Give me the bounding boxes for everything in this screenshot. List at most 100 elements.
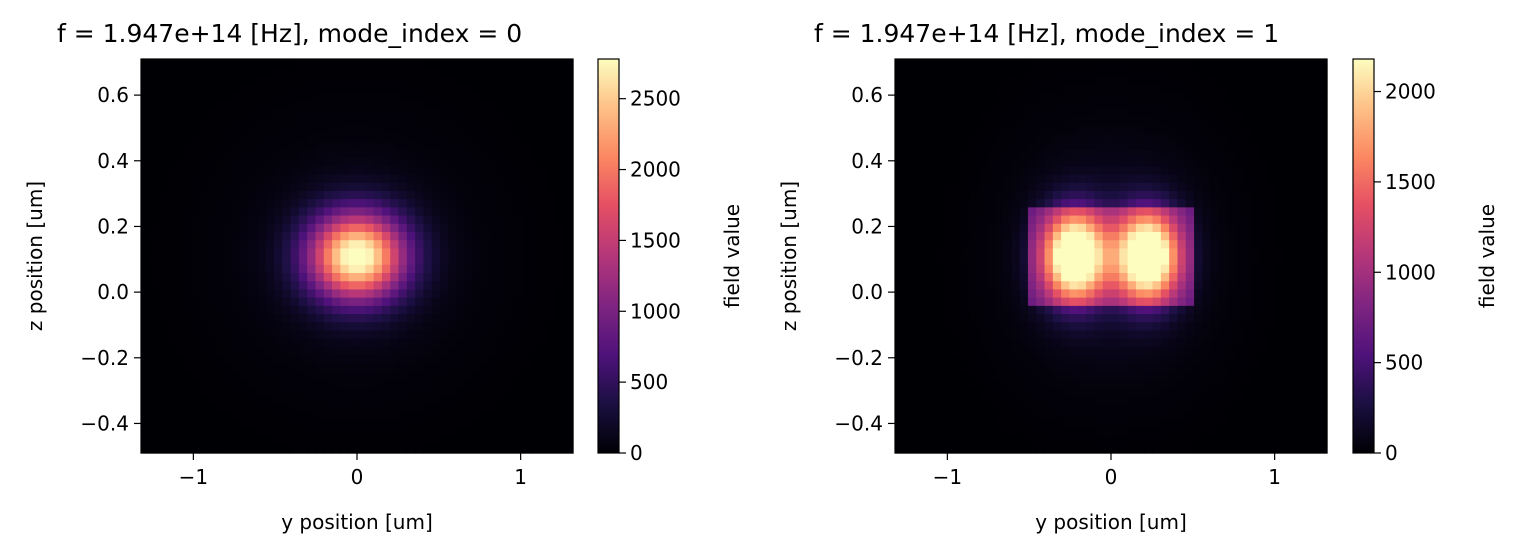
heatmap-cell bbox=[240, 190, 250, 200]
heatmap-cell bbox=[548, 346, 557, 356]
heatmap-cell bbox=[381, 206, 391, 216]
heatmap-cell bbox=[298, 297, 308, 306]
heatmap-cell bbox=[199, 223, 209, 232]
heatmap-cell bbox=[290, 141, 300, 150]
heatmap-cell bbox=[986, 313, 996, 323]
heatmap-cell bbox=[548, 165, 557, 175]
heatmap-cell bbox=[1127, 206, 1137, 216]
heatmap-cell bbox=[919, 288, 929, 298]
heatmap-cell bbox=[953, 75, 963, 85]
heatmap-cell bbox=[895, 411, 904, 421]
heatmap-cell bbox=[531, 116, 541, 126]
heatmap-cell bbox=[911, 256, 921, 265]
heatmap-cell bbox=[315, 116, 325, 126]
heatmap-cell bbox=[1202, 256, 1212, 265]
heatmap-cell bbox=[539, 239, 549, 249]
heatmap-cell bbox=[481, 272, 491, 282]
heatmap-cell bbox=[1194, 420, 1203, 429]
heatmap-cell bbox=[257, 354, 267, 364]
heatmap-cell bbox=[531, 313, 541, 323]
heatmap-cell bbox=[1102, 411, 1112, 421]
heatmap-cell bbox=[307, 108, 317, 118]
heatmap-cell bbox=[232, 395, 242, 405]
heatmap-cell bbox=[1111, 247, 1120, 257]
heatmap-cell bbox=[365, 387, 375, 397]
heatmap-cell bbox=[215, 223, 225, 232]
heatmap-cell bbox=[1177, 297, 1187, 306]
heatmap-cell bbox=[1086, 395, 1095, 405]
heatmap-cell bbox=[473, 428, 483, 438]
heatmap-cell bbox=[1003, 305, 1012, 315]
heatmap-cell bbox=[1177, 370, 1187, 380]
heatmap-cell bbox=[1268, 223, 1278, 232]
heatmap-cell bbox=[190, 329, 200, 339]
heatmap-cell bbox=[232, 149, 242, 159]
heatmap-cell bbox=[986, 321, 996, 331]
heatmap-cell bbox=[207, 354, 217, 364]
heatmap-cell bbox=[199, 108, 209, 118]
heatmap-cell bbox=[1285, 280, 1295, 290]
heatmap-cell bbox=[903, 206, 913, 216]
heatmap-cell bbox=[1202, 247, 1212, 257]
heatmap-cell bbox=[1277, 173, 1287, 183]
heatmap-cell bbox=[1227, 247, 1237, 257]
heatmap-cell bbox=[1086, 280, 1095, 290]
heatmap-cell bbox=[398, 206, 408, 216]
heatmap-cell bbox=[1061, 313, 1071, 323]
heatmap-cell bbox=[149, 411, 159, 421]
heatmap-cell bbox=[415, 91, 425, 101]
heatmap-cell bbox=[936, 256, 946, 265]
heatmap-cell bbox=[348, 280, 358, 290]
heatmap-cell bbox=[1011, 362, 1021, 372]
heatmap-cell bbox=[1135, 198, 1145, 208]
heatmap-cell bbox=[539, 329, 549, 339]
heatmap-cell bbox=[315, 370, 325, 380]
heatmap-cell bbox=[936, 223, 946, 232]
heatmap-cell bbox=[498, 387, 508, 397]
heatmap-cell bbox=[1160, 206, 1170, 216]
heatmap-cell bbox=[465, 182, 474, 191]
heatmap-cell bbox=[1202, 305, 1212, 315]
heatmap-cell bbox=[232, 132, 242, 142]
heatmap-cell bbox=[1044, 379, 1054, 388]
heatmap-cell bbox=[249, 288, 258, 298]
heatmap-cell bbox=[961, 411, 971, 421]
heatmap-cell bbox=[514, 190, 524, 200]
heatmap-cell bbox=[1210, 223, 1220, 232]
heatmap-cell bbox=[1310, 321, 1320, 331]
heatmap-cell bbox=[440, 173, 449, 183]
heatmap-cell bbox=[174, 403, 184, 413]
heatmap-cell bbox=[539, 67, 549, 77]
heatmap-cell bbox=[473, 264, 483, 274]
heatmap-cell bbox=[1185, 428, 1195, 438]
heatmap-cell bbox=[290, 149, 300, 159]
heatmap-cell bbox=[539, 231, 549, 241]
heatmap-cell bbox=[1102, 313, 1112, 323]
heatmap-cell bbox=[523, 83, 533, 93]
heatmap-cell bbox=[481, 370, 491, 380]
heatmap-cell bbox=[1169, 436, 1179, 446]
heatmap-cell bbox=[1318, 420, 1328, 429]
heatmap-cell bbox=[1003, 206, 1012, 216]
heatmap-cell bbox=[986, 247, 996, 257]
heatmap-cell bbox=[1277, 280, 1287, 290]
heatmap-cell bbox=[182, 420, 192, 429]
heatmap-cell bbox=[257, 436, 267, 446]
heatmap-cell bbox=[323, 411, 333, 421]
heatmap-cell bbox=[381, 239, 391, 249]
heatmap-cell bbox=[465, 264, 474, 274]
heatmap-cell bbox=[1094, 403, 1104, 413]
heatmap-cell bbox=[174, 214, 184, 224]
heatmap-cell bbox=[1027, 264, 1037, 274]
heatmap-cell bbox=[307, 67, 317, 77]
heatmap-cell bbox=[290, 83, 300, 93]
heatmap-cell bbox=[1210, 165, 1220, 175]
heatmap-cell bbox=[340, 305, 350, 315]
heatmap-cell bbox=[365, 436, 375, 446]
heatmap-cell bbox=[373, 272, 383, 282]
heatmap-cell bbox=[928, 305, 938, 315]
heatmap-cell bbox=[431, 83, 441, 93]
heatmap-cell bbox=[1144, 173, 1154, 183]
heatmap-cell bbox=[1027, 206, 1037, 216]
heatmap-cell bbox=[406, 321, 416, 331]
